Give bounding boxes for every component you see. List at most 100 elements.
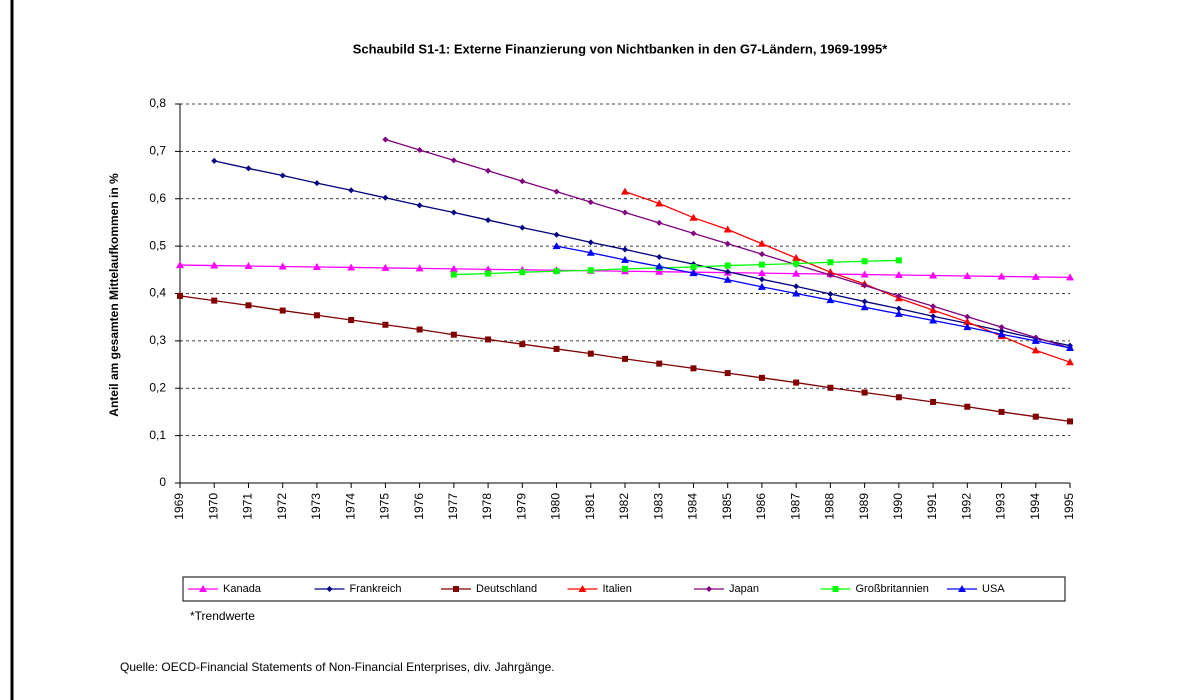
marker: [958, 585, 966, 592]
y-tick-label: 0,7: [149, 144, 166, 158]
marker: [930, 313, 937, 320]
marker: [578, 585, 587, 592]
x-tick-label: 1990: [891, 493, 905, 520]
marker: [997, 330, 1006, 338]
marker: [793, 260, 800, 267]
marker: [930, 398, 937, 405]
x-tick-label: 1977: [446, 493, 460, 520]
y-tick-label: 0,6: [149, 191, 166, 205]
x-tick-label: 1986: [754, 493, 768, 520]
marker: [656, 254, 663, 261]
marker: [1031, 272, 1040, 280]
marker: [450, 271, 457, 278]
marker: [826, 268, 835, 276]
marker: [587, 350, 594, 357]
y-tick-label: 0,2: [149, 380, 166, 394]
marker: [758, 374, 765, 381]
marker: [929, 306, 938, 314]
series-line: [556, 245, 1071, 349]
marker: [348, 317, 355, 324]
marker: [485, 270, 492, 277]
marker: [348, 187, 355, 194]
marker: [964, 313, 971, 320]
marker: [485, 167, 492, 174]
marker: [689, 213, 698, 221]
marker: [758, 261, 765, 268]
marker: [450, 157, 457, 164]
marker: [552, 242, 561, 250]
legend-label: Japan: [729, 583, 759, 595]
marker: [895, 257, 902, 264]
marker: [861, 282, 868, 289]
marker: [313, 180, 320, 187]
marker: [211, 297, 218, 304]
marker: [416, 146, 423, 153]
marker: [278, 262, 287, 270]
x-tick-label: 1974: [343, 493, 357, 520]
marker: [244, 262, 253, 270]
marker: [312, 262, 321, 270]
marker: [622, 246, 628, 253]
marker: [963, 323, 972, 331]
marker: [690, 263, 697, 270]
marker: [587, 199, 594, 206]
x-tick-label: 1991: [925, 493, 939, 520]
marker: [758, 251, 765, 258]
marker: [860, 303, 869, 311]
marker: [1066, 273, 1074, 281]
legend-label: USA: [982, 583, 1005, 595]
x-tick-label: 1973: [309, 493, 323, 520]
marker: [690, 365, 697, 372]
marker: [553, 231, 560, 238]
marker: [484, 265, 493, 273]
x-tick-label: 1981: [583, 493, 597, 520]
x-tick-label: 1985: [720, 493, 734, 520]
marker: [416, 326, 423, 333]
marker: [381, 263, 390, 271]
y-tick-label: 0,3: [149, 333, 166, 347]
legend-label: Deutschland: [476, 583, 537, 595]
x-tick-label: 1994: [1028, 493, 1042, 520]
marker: [450, 209, 457, 216]
marker: [279, 172, 286, 179]
marker: [382, 194, 389, 201]
marker: [199, 585, 207, 592]
marker: [895, 305, 902, 312]
marker: [656, 219, 663, 226]
marker: [245, 165, 252, 172]
marker: [861, 258, 868, 265]
marker: [894, 271, 903, 279]
marker: [382, 136, 389, 143]
marker: [519, 341, 526, 348]
y-axis-label: Anteil am gesamten Mittelaufkommen in %: [107, 173, 121, 417]
marker: [655, 199, 664, 207]
marker: [832, 586, 839, 592]
marker: [964, 403, 971, 410]
marker: [895, 292, 902, 299]
marker: [1066, 343, 1074, 351]
marker: [211, 157, 218, 164]
marker: [724, 268, 731, 275]
x-tick-label: 1983: [651, 493, 665, 520]
x-tick-label: 1992: [959, 493, 973, 520]
marker: [793, 379, 800, 386]
marker: [586, 248, 595, 256]
marker: [1067, 418, 1073, 425]
source: Quelle: OECD-Financial Statements of Non…: [120, 660, 555, 674]
y-tick-label: 0,1: [149, 428, 166, 442]
marker: [313, 312, 320, 319]
note: *Trendwerte: [190, 609, 255, 623]
marker: [656, 360, 663, 367]
marker: [210, 261, 219, 269]
marker: [453, 586, 459, 592]
marker: [895, 394, 902, 401]
x-tick-label: 1988: [823, 493, 837, 520]
marker: [827, 384, 834, 391]
marker: [485, 336, 492, 343]
marker: [519, 224, 526, 231]
marker: [861, 298, 868, 305]
marker: [998, 324, 1005, 331]
marker: [929, 316, 938, 324]
marker: [963, 317, 972, 325]
y-tick-label: 0: [159, 475, 166, 489]
